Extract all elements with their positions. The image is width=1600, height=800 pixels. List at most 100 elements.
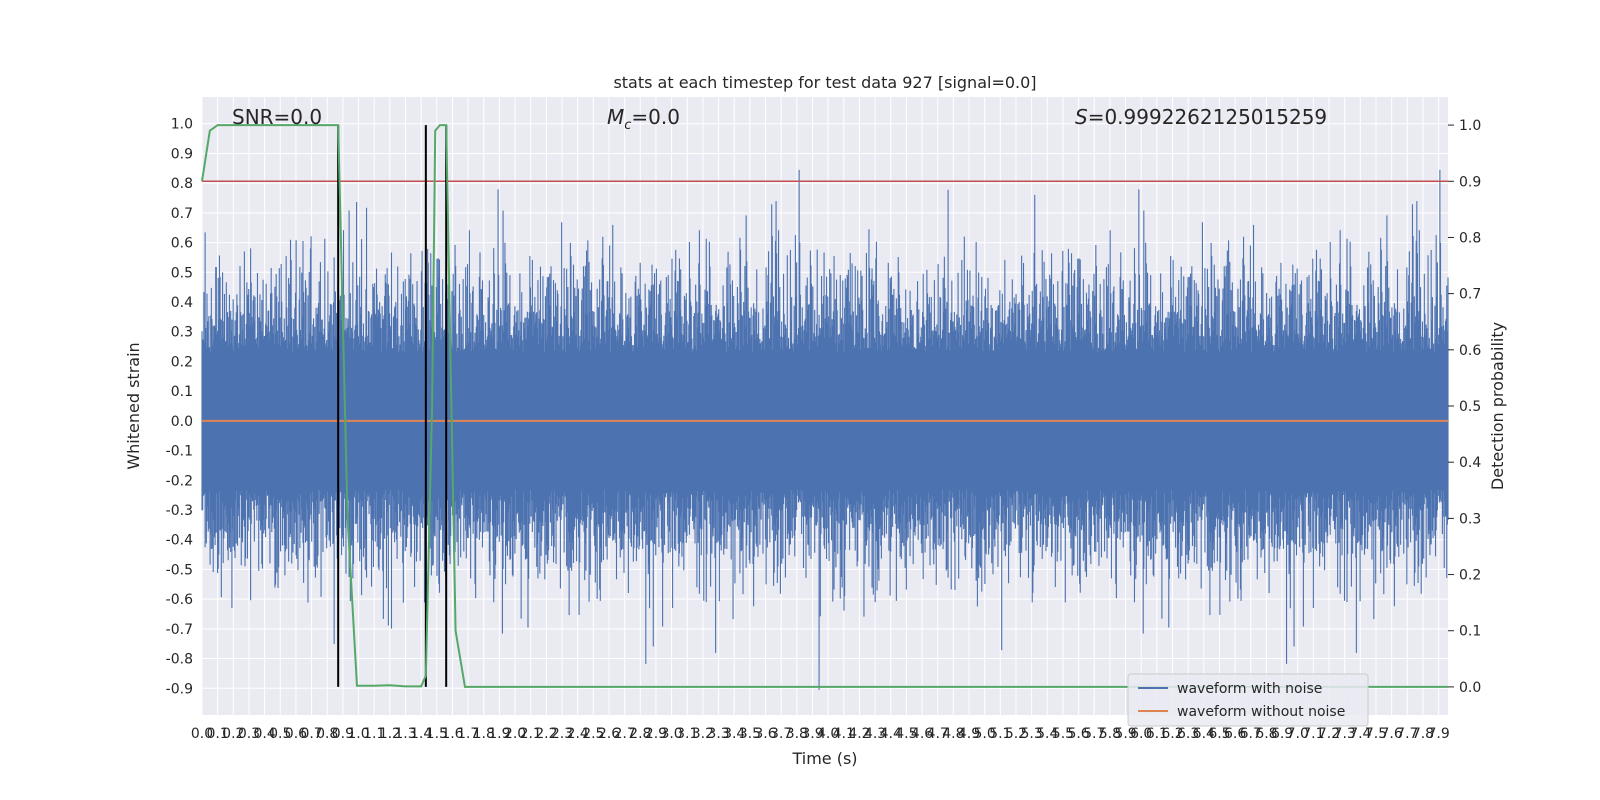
- y-tick-label: 0.2: [171, 354, 193, 370]
- x-tick-label: 0.3: [238, 726, 260, 742]
- x-tick-label: 6.2: [1161, 726, 1183, 742]
- y2-tick-label: 0.2: [1459, 568, 1481, 584]
- x-tick-label: 7.3: [1334, 726, 1356, 742]
- x-tick-label: 0.8: [316, 726, 338, 742]
- x-tick-label: 7.2: [1318, 726, 1340, 742]
- y2-tick-label: 0.7: [1459, 287, 1481, 303]
- x-tick-label: 3.8: [786, 726, 808, 742]
- mc-value: =0.0: [631, 105, 680, 129]
- x-tick-label: 2.6: [598, 726, 620, 742]
- x-tick-label: 2.3: [551, 726, 573, 742]
- x-tick-label: 7.6: [1381, 726, 1403, 742]
- y2-tick-label: 0.9: [1459, 174, 1481, 190]
- x-tick-label: 4.4: [880, 726, 902, 742]
- y2-tick-label: 0.8: [1459, 230, 1481, 246]
- x-tick-label: 4.3: [864, 726, 886, 742]
- x-tick-label: 0.6: [285, 726, 307, 742]
- x-tick-label: 0.0: [191, 726, 213, 742]
- x-tick-label: 6.7: [1240, 726, 1262, 742]
- x-tick-label: 1.7: [457, 726, 479, 742]
- x-tick-label: 1.4: [410, 726, 432, 742]
- x-tick-label: 6.4: [1193, 726, 1215, 742]
- y-tick-label: 0.6: [171, 236, 193, 252]
- y-axis-label: Whitened strain: [124, 342, 143, 469]
- x-tick-label: 1.2: [379, 726, 401, 742]
- annotation-chirp-mass: Mc=0.0: [607, 105, 680, 133]
- x-tick-label: 6.8: [1255, 726, 1277, 742]
- x-tick-label: 7.7: [1396, 726, 1418, 742]
- y-tick-label: 0.4: [171, 295, 193, 311]
- x-tick-label: 2.1: [520, 726, 542, 742]
- x-tick-label: 7.5: [1365, 726, 1387, 742]
- x-tick-label: 4.7: [927, 726, 949, 742]
- x-tick-label: 2.0: [504, 726, 526, 742]
- x-tick-label: 3.6: [754, 726, 776, 742]
- x-tick-label: 3.2: [692, 726, 714, 742]
- x-tick-label: 1.8: [473, 726, 495, 742]
- y2-tick-label: 0.1: [1459, 624, 1481, 640]
- y2-tick-label: 0.5: [1459, 399, 1481, 415]
- annotation-snr: SNR=0.0: [232, 105, 322, 129]
- x-tick-label: 7.1: [1302, 726, 1324, 742]
- y-tick-label: 0.5: [171, 265, 193, 281]
- y-tick-label: 0.1: [171, 384, 193, 400]
- annotation-score: S=0.9992262125015259: [1075, 105, 1327, 129]
- x-tick-label: 1.1: [363, 726, 385, 742]
- y-tick-label: -0.3: [166, 503, 193, 519]
- y-tick-label: 1.0: [171, 117, 193, 133]
- mc-symbol: M: [607, 105, 624, 129]
- detection-probability-line: [201, 124, 1448, 688]
- x-tick-label: 3.9: [801, 726, 823, 742]
- x-tick-label: 2.5: [582, 726, 604, 742]
- y2-tick-label: 0.0: [1459, 680, 1481, 696]
- x-tick-label: 5.6: [1067, 726, 1089, 742]
- s-symbol: S: [1075, 105, 1088, 129]
- x-tick-label: 0.1: [207, 726, 229, 742]
- y2-tick-label: 0.4: [1459, 455, 1481, 471]
- x-tick-label: 2.2: [535, 726, 557, 742]
- x-tick-label: 1.5: [426, 726, 448, 742]
- x-tick-label: 6.5: [1208, 726, 1230, 742]
- x-tick-label: 1.6: [441, 726, 463, 742]
- x-tick-label: 5.5: [1052, 726, 1074, 742]
- s-value: =0.9992262125015259: [1088, 105, 1327, 129]
- x-tick-label: 0.5: [269, 726, 291, 742]
- x-tick-label: 0.2: [222, 726, 244, 742]
- y2-tick-label: 0.3: [1459, 511, 1481, 527]
- chart-title: stats at each timestep for test data 927…: [613, 73, 1036, 92]
- x-tick-label: 3.0: [660, 726, 682, 742]
- x-tick-label: 5.1: [989, 726, 1011, 742]
- x-tick-label: 0.7: [300, 726, 322, 742]
- mc-subscript: c: [624, 118, 631, 133]
- x-tick-label: 0.4: [253, 726, 275, 742]
- x-tick-label: 5.9: [1114, 726, 1136, 742]
- x-tick-label: 5.3: [1020, 726, 1042, 742]
- y2-tick-label: 0.6: [1459, 343, 1481, 359]
- x-tick-label: 3.7: [770, 726, 792, 742]
- legend-label-noise: waveform with noise: [1177, 681, 1322, 697]
- x-tick-label: 5.8: [1099, 726, 1121, 742]
- x-tick-label: 3.4: [723, 726, 745, 742]
- x-tick-label: 4.8: [942, 726, 964, 742]
- x-tick-label: 5.2: [1005, 726, 1027, 742]
- y-tick-label: 0.8: [171, 176, 193, 192]
- x-tick-label: 4.9: [958, 726, 980, 742]
- x-tick-label: 4.5: [895, 726, 917, 742]
- x-tick-label: 4.0: [817, 726, 839, 742]
- x-tick-label: 5.7: [1083, 726, 1105, 742]
- x-tick-label: 2.9: [645, 726, 667, 742]
- legend: waveform with noise waveform without noi…: [1127, 673, 1369, 727]
- x-tick-label: 1.3: [394, 726, 416, 742]
- y-tick-label: -0.1: [166, 444, 193, 460]
- x-tick-label: 7.8: [1412, 726, 1434, 742]
- x-tick-label: 5.0: [974, 726, 996, 742]
- x-tick-label: 4.2: [848, 726, 870, 742]
- series-lines: [201, 124, 1448, 688]
- x-tick-label: 6.9: [1271, 726, 1293, 742]
- y-tick-label: 0.9: [171, 146, 193, 162]
- x-tick-label: 2.7: [614, 726, 636, 742]
- legend-label-clean: waveform without noise: [1177, 704, 1345, 720]
- ticks: 0.00.10.20.30.40.50.60.70.80.91.01.11.21…: [166, 117, 1482, 742]
- y2-axis-label: Detection probability: [1488, 322, 1507, 490]
- x-tick-label: 7.0: [1287, 726, 1309, 742]
